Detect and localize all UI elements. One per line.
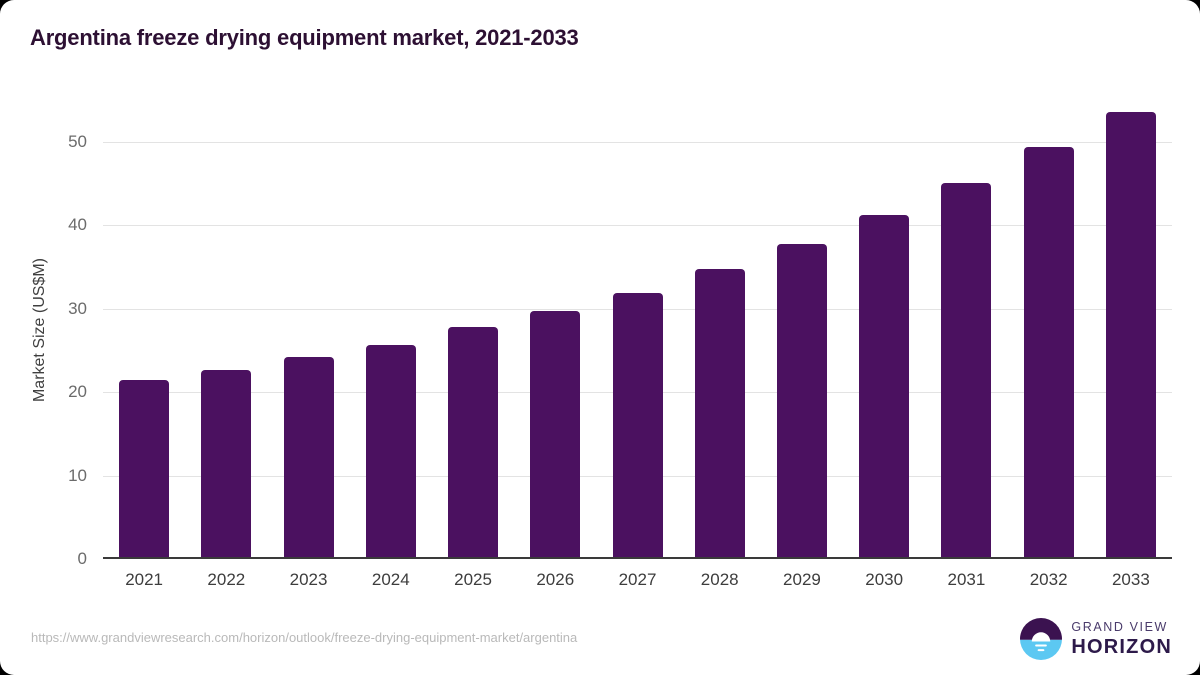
bar[interactable] — [941, 182, 992, 559]
y-tick-label: 50 — [68, 131, 87, 151]
x-tick-label: 2033 — [1111, 570, 1150, 589]
bar[interactable] — [776, 243, 827, 559]
brand-name-line1: GRAND VIEW — [1071, 620, 1168, 635]
x-tick-label: 2028 — [700, 570, 739, 589]
bar[interactable] — [530, 311, 581, 559]
brand-text: GRAND VIEW HORIZON — [1071, 621, 1172, 657]
x-tick-label: 2023 — [289, 570, 328, 589]
x-axis-line — [103, 557, 1172, 559]
page-title: Argentina freeze drying equipment market… — [30, 25, 579, 50]
y-tick-label: 40 — [68, 215, 87, 235]
bar[interactable] — [612, 292, 663, 559]
bar[interactable] — [283, 357, 334, 559]
bar[interactable] — [859, 215, 910, 559]
bar[interactable] — [201, 370, 252, 559]
x-tick-label: 2024 — [371, 570, 410, 589]
bar[interactable] — [694, 268, 745, 559]
y-tick-label: 20 — [68, 382, 87, 402]
bar[interactable] — [1105, 111, 1156, 559]
y-axis-title-container: Market Size (US$M) — [31, 100, 48, 559]
bar[interactable] — [365, 344, 416, 559]
brand-logo: GRAND VIEW HORIZON — [1020, 618, 1172, 660]
source-url[interactable]: https://www.grandviewresearch.com/horizo… — [31, 630, 578, 645]
y-tick-label: 0 — [77, 549, 87, 568]
brand-name-line2: HORIZON — [1071, 635, 1172, 658]
gridline — [103, 141, 1172, 143]
x-tick-label: 2030 — [865, 570, 904, 589]
x-tick-label: 2027 — [618, 570, 657, 589]
y-axis-title: Market Size (US$M) — [31, 257, 48, 402]
horizon-sun-circle-icon — [1020, 618, 1063, 660]
x-tick-label: 2029 — [783, 570, 821, 589]
bar[interactable] — [1023, 146, 1074, 559]
plot-area — [103, 100, 1172, 559]
bar[interactable] — [448, 327, 499, 559]
y-tick-label: 30 — [68, 298, 87, 318]
x-tick-label: 2032 — [1029, 570, 1068, 589]
y-tick-label: 10 — [68, 465, 87, 485]
x-tick-label: 2026 — [536, 570, 575, 589]
x-tick-label: 2022 — [207, 570, 246, 589]
x-tick-label: 2021 — [125, 570, 164, 589]
gridline — [103, 225, 1172, 227]
x-tick-label: 2031 — [947, 570, 986, 589]
x-tick-label: 2025 — [454, 570, 492, 589]
bar[interactable] — [119, 380, 170, 559]
